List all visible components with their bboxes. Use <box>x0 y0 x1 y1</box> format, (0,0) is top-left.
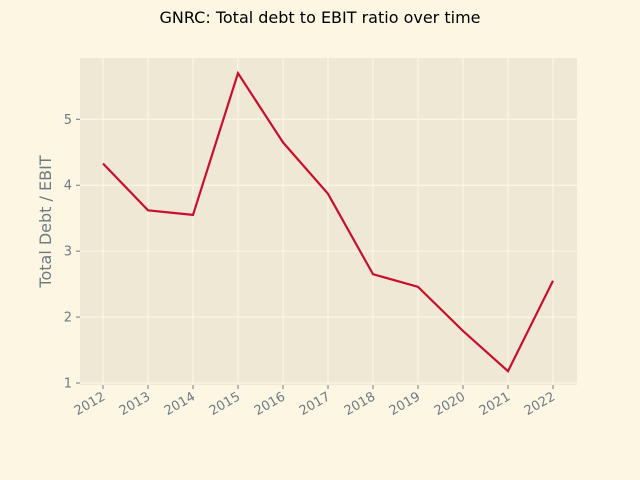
x-tick-label: 2016 <box>252 389 288 419</box>
x-tick-label: 2017 <box>297 389 333 419</box>
y-tick-label: 5 <box>64 113 72 128</box>
x-tick-label: 2021 <box>477 389 513 419</box>
x-tick-label: 2022 <box>522 389 558 419</box>
x-tick-label: 2014 <box>162 389 198 419</box>
series-line <box>102 70 554 373</box>
chart-title: GNRC: Total debt to EBIT ratio over time <box>159 8 481 27</box>
x-tick-label: 2012 <box>72 389 108 419</box>
y-tick-label: 1 <box>64 377 72 392</box>
y-axis-label: Total Debt / EBIT <box>36 155 55 288</box>
y-tick-label: 4 <box>64 179 72 194</box>
x-tick-label: 2020 <box>432 389 468 419</box>
series-layer <box>102 70 554 373</box>
y-tick-label: 2 <box>64 311 72 326</box>
x-tick-label: 2018 <box>342 389 378 419</box>
x-tick-label: 2019 <box>387 389 423 419</box>
y-tick-label: 3 <box>64 245 72 260</box>
x-tick-label: 2013 <box>117 389 153 419</box>
x-tick-label: 2015 <box>207 389 243 419</box>
